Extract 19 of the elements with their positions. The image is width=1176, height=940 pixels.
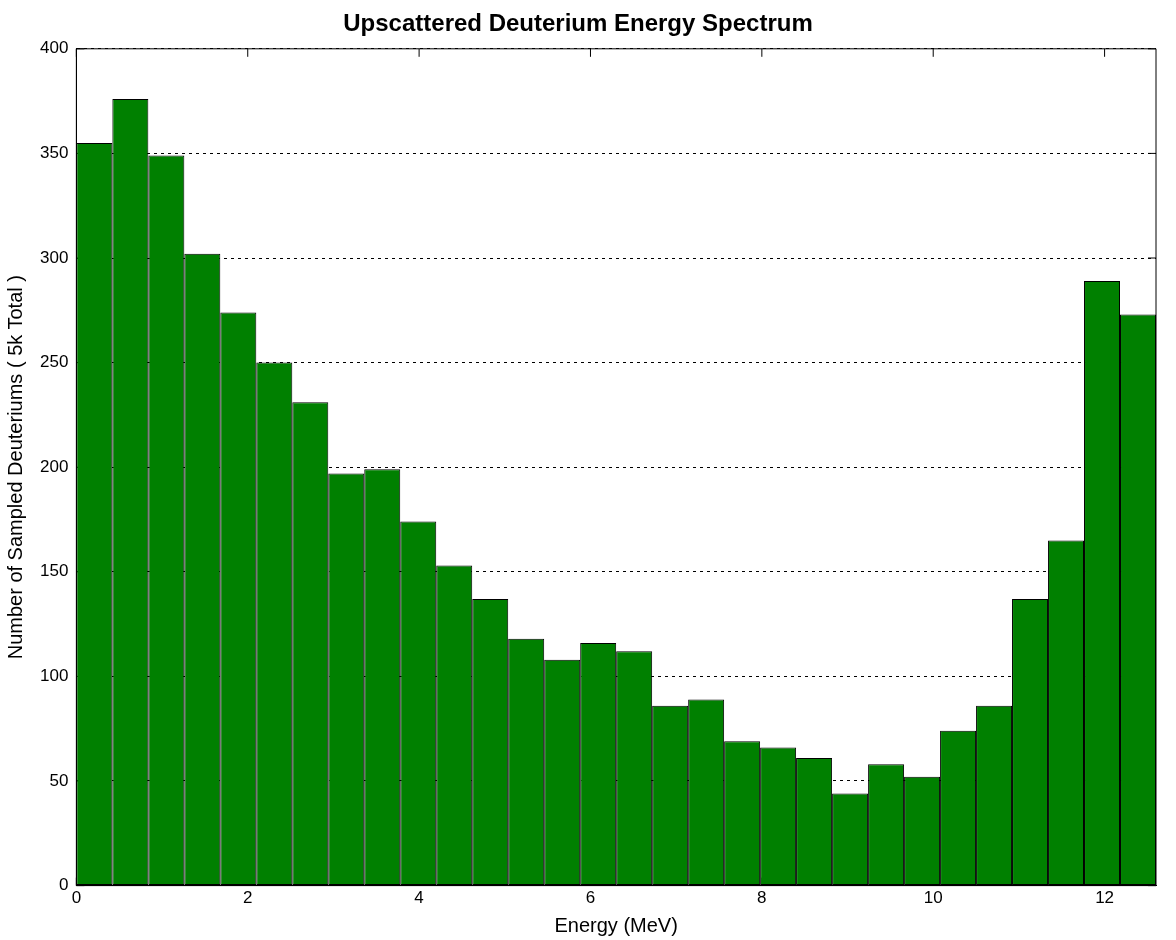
y-tick-label: 350 <box>39 143 69 163</box>
y-tick-label: 150 <box>39 561 69 581</box>
x-tick-label: 4 <box>414 888 424 908</box>
x-tick-label: 10 <box>923 888 943 908</box>
x-tick-label: 2 <box>243 888 253 908</box>
x-tick-label: 8 <box>757 888 767 908</box>
x-tick-label: 0 <box>71 888 82 908</box>
chart-title: Upscattered Deuterium Energy Spectrum <box>343 9 813 37</box>
y-tick-label: 300 <box>39 247 69 267</box>
x-tick-label: 6 <box>585 888 596 908</box>
y-tick-label: 50 <box>49 770 69 790</box>
y-tick-label: 100 <box>39 666 69 686</box>
x-tick-label: 12 <box>1095 888 1115 908</box>
y-tick-label: 250 <box>39 352 69 372</box>
x-axis-title: Energy (MeV) <box>554 913 678 936</box>
y-tick-label: 0 <box>58 875 69 895</box>
y-axis-title: Number of Sampled Deuteriums ( 5k Total ) <box>3 275 26 660</box>
y-tick-label: 200 <box>39 456 69 476</box>
y-tick-label: 400 <box>39 38 69 58</box>
